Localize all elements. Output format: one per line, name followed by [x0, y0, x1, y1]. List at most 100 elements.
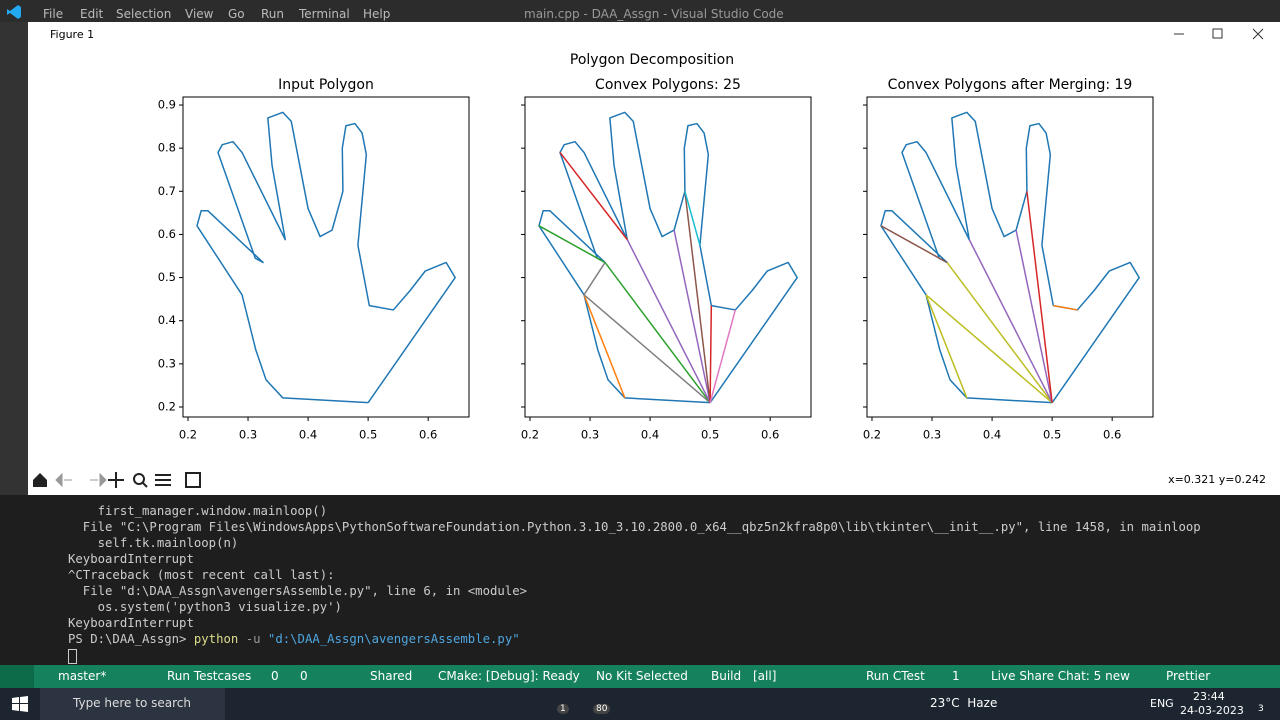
cursor-coordinates: x=0.321 y=0.242 — [1168, 473, 1266, 486]
figure-suptitle: Polygon Decomposition — [570, 52, 734, 68]
axes-title: Convex Polygons: 25 — [595, 77, 741, 93]
terminal-line: KeyboardInterrupt — [68, 616, 194, 630]
polygon-line — [196, 111, 456, 404]
polygon-line — [709, 305, 713, 403]
clock-date[interactable]: 24-03-2023 — [1180, 704, 1244, 717]
y-tick-label: 0.6 — [158, 227, 176, 241]
x-tick-label: 0.3 — [581, 428, 599, 442]
status-item[interactable]: CMake: [Debug]: Ready — [438, 669, 580, 683]
y-tick-label: 0.9 — [158, 98, 176, 112]
polygon-line — [673, 229, 711, 403]
terminal-line: KeyboardInterrupt — [68, 552, 194, 566]
polygon-line — [583, 294, 626, 399]
start-button[interactable] — [12, 696, 28, 712]
polygon-line — [709, 309, 737, 403]
polygon-line — [559, 152, 628, 241]
x-tick-label: 0.4 — [299, 428, 317, 442]
polygon-line — [684, 191, 701, 246]
polygon-line — [1053, 304, 1078, 311]
y-tick-label: 0.3 — [158, 356, 176, 370]
x-tick-label: 0.5 — [1043, 428, 1061, 442]
search-placeholder: Type here to search — [73, 696, 191, 710]
remote-indicator[interactable] — [0, 665, 34, 688]
window-title: main.cpp - DAA_Assgn - Visual Studio Cod… — [524, 7, 784, 21]
pinned-apps[interactable] — [250, 692, 710, 716]
vscode-icon — [7, 5, 21, 19]
polygon-line — [684, 191, 711, 403]
status-bar — [0, 665, 1280, 688]
terminal-line: first_manager.window.mainloop() — [68, 504, 328, 518]
y-tick-label: 0.5 — [158, 270, 176, 284]
x-tick-label: 0.3 — [239, 428, 257, 442]
polygon-line — [925, 294, 1053, 404]
polygon-line — [1015, 229, 1053, 403]
polygon-line — [880, 111, 1140, 404]
status-item[interactable]: 1 — [952, 669, 960, 683]
menu-item[interactable]: File — [43, 7, 64, 21]
title-bar — [0, 0, 1280, 22]
status-item[interactable]: master* — [58, 669, 107, 683]
y-tick-label: 0.4 — [158, 313, 176, 327]
axes-frame — [524, 96, 812, 418]
app-badge: 80 — [593, 704, 611, 714]
polygon-line — [925, 294, 968, 399]
polygon-line — [538, 111, 798, 404]
x-tick-label: 0.6 — [419, 428, 437, 442]
status-item[interactable]: Run Testcases — [167, 669, 252, 683]
menu-item[interactable]: View — [185, 7, 214, 21]
flag: -u — [245, 632, 261, 646]
terminal-line: ^CTraceback (most recent call last): — [68, 568, 335, 582]
weather[interactable]: 23°C Haze — [930, 696, 998, 710]
x-tick-label: 0.4 — [641, 428, 659, 442]
x-tick-label: 0.2 — [179, 428, 197, 442]
axes-title: Input Polygon — [278, 77, 374, 93]
polygon-line — [880, 225, 948, 264]
language[interactable]: ENG — [1150, 697, 1174, 710]
status-item[interactable]: Prettier — [1166, 669, 1211, 683]
menu-item[interactable]: Help — [363, 7, 391, 21]
clock-time[interactable]: 23:44 — [1193, 690, 1225, 703]
terminal-line: os.system('python3 visualize.py') — [68, 600, 342, 614]
status-item[interactable]: 0 — [271, 669, 279, 683]
polygon-line — [626, 239, 711, 404]
terminal-line: self.tk.mainloop(n) — [68, 536, 239, 550]
x-tick-label: 0.2 — [863, 428, 881, 442]
menu-item[interactable]: Edit — [80, 7, 104, 21]
window-controls[interactable] — [1168, 26, 1278, 42]
terminal-line: File "d:\DAA_Assgn\avengersAssemble.py",… — [68, 584, 528, 598]
polygon-line — [946, 262, 1053, 404]
status-item[interactable]: 0 — [300, 669, 308, 683]
search-box[interactable] — [40, 688, 225, 720]
x-tick-label: 0.5 — [359, 428, 377, 442]
status-item[interactable]: Run CTest — [866, 669, 925, 683]
y-tick-label: 0.8 — [158, 141, 176, 155]
menu-item[interactable]: Run — [261, 7, 285, 21]
polygon-line — [968, 239, 1053, 404]
axes-frame — [866, 96, 1154, 418]
status-item[interactable]: Live Share Chat: 5 new — [991, 669, 1130, 683]
figure-canvas: Polygon Decomposition Input Polygon 0.2 0.… — [158, 52, 1154, 442]
x-tick-label: 0.4 — [983, 428, 1001, 442]
prompt: PS D:\DAA_Assgn> — [68, 632, 187, 646]
x-tick-label: 0.6 — [1103, 428, 1121, 442]
command: python — [193, 632, 239, 646]
status-item[interactable]: Shared — [370, 669, 413, 683]
y-tick-label: 0.7 — [158, 184, 176, 198]
status-item[interactable]: No Kit Selected — [596, 669, 688, 683]
notification-count[interactable]: 3 — [1258, 704, 1264, 714]
status-item[interactable]: [all] — [753, 669, 777, 683]
x-tick-label: 0.5 — [701, 428, 719, 442]
app-badge: 1 — [557, 704, 569, 714]
x-tick-label: 0.2 — [521, 428, 539, 442]
argument: "d:\DAA_Assgn\avengersAssemble.py" — [267, 632, 520, 646]
status-item[interactable]: Build — [711, 669, 742, 683]
y-tick-label: 0.2 — [158, 399, 176, 413]
polygon-line — [583, 262, 606, 296]
toolbar[interactable] — [28, 469, 228, 491]
menu-item[interactable]: Selection — [116, 7, 172, 21]
x-tick-label: 0.6 — [761, 428, 779, 442]
terminal-prompt-line: PS D:\DAA_Assgn> python -u "d:\DAA_Assgn… — [68, 632, 520, 646]
menu-item[interactable]: Go — [228, 7, 245, 21]
menu-item[interactable]: Terminal — [299, 7, 350, 21]
polygon-line — [583, 294, 711, 404]
